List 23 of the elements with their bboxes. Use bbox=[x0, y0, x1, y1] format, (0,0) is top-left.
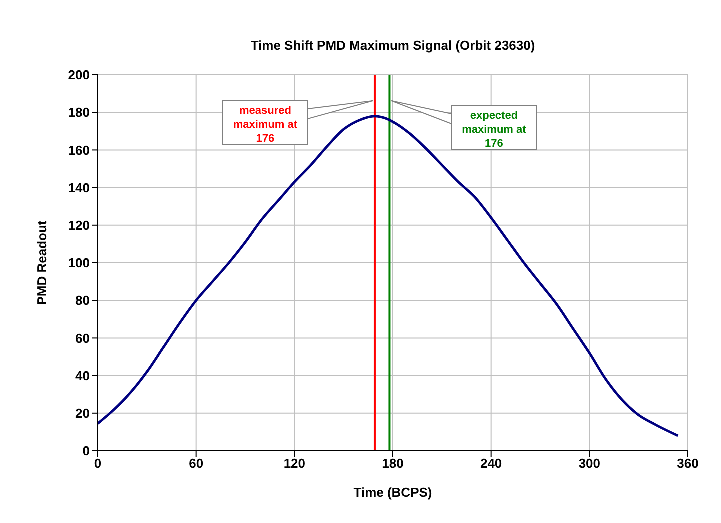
y-tick-label: 160 bbox=[68, 142, 90, 158]
x-tick-label: 60 bbox=[189, 456, 204, 472]
x-tick-label: 180 bbox=[382, 456, 404, 472]
ref-line-label: measured maximum at 176 bbox=[233, 105, 298, 145]
ref-line-label: expected maximum at 176 bbox=[462, 110, 527, 150]
y-tick-label: 140 bbox=[68, 180, 90, 196]
y-tick-label: 20 bbox=[76, 406, 90, 422]
x-tick-label: 360 bbox=[677, 456, 699, 472]
x-tick-label: 240 bbox=[480, 456, 502, 472]
y-tick-label: 180 bbox=[68, 105, 90, 120]
y-tick-label: 0 bbox=[82, 444, 90, 459]
x-tick-label: 0 bbox=[94, 456, 102, 472]
y-tick-label: 120 bbox=[68, 218, 90, 234]
x-axis-title: Time (BCPS) bbox=[354, 485, 432, 500]
x-tick-label: 300 bbox=[578, 456, 601, 472]
chart-title: Time Shift PMD Maximum Signal (Orbit 23630) bbox=[250, 38, 536, 53]
x-tick-label: 120 bbox=[284, 456, 306, 472]
y-tick-label: 80 bbox=[76, 293, 90, 308]
y-tick-label: 40 bbox=[76, 368, 90, 384]
y-tick-label: 200 bbox=[68, 68, 90, 83]
y-axis-title: PMD Readout bbox=[34, 220, 50, 306]
y-tick-label: 100 bbox=[68, 256, 90, 271]
y-tick-label: 60 bbox=[76, 330, 90, 346]
